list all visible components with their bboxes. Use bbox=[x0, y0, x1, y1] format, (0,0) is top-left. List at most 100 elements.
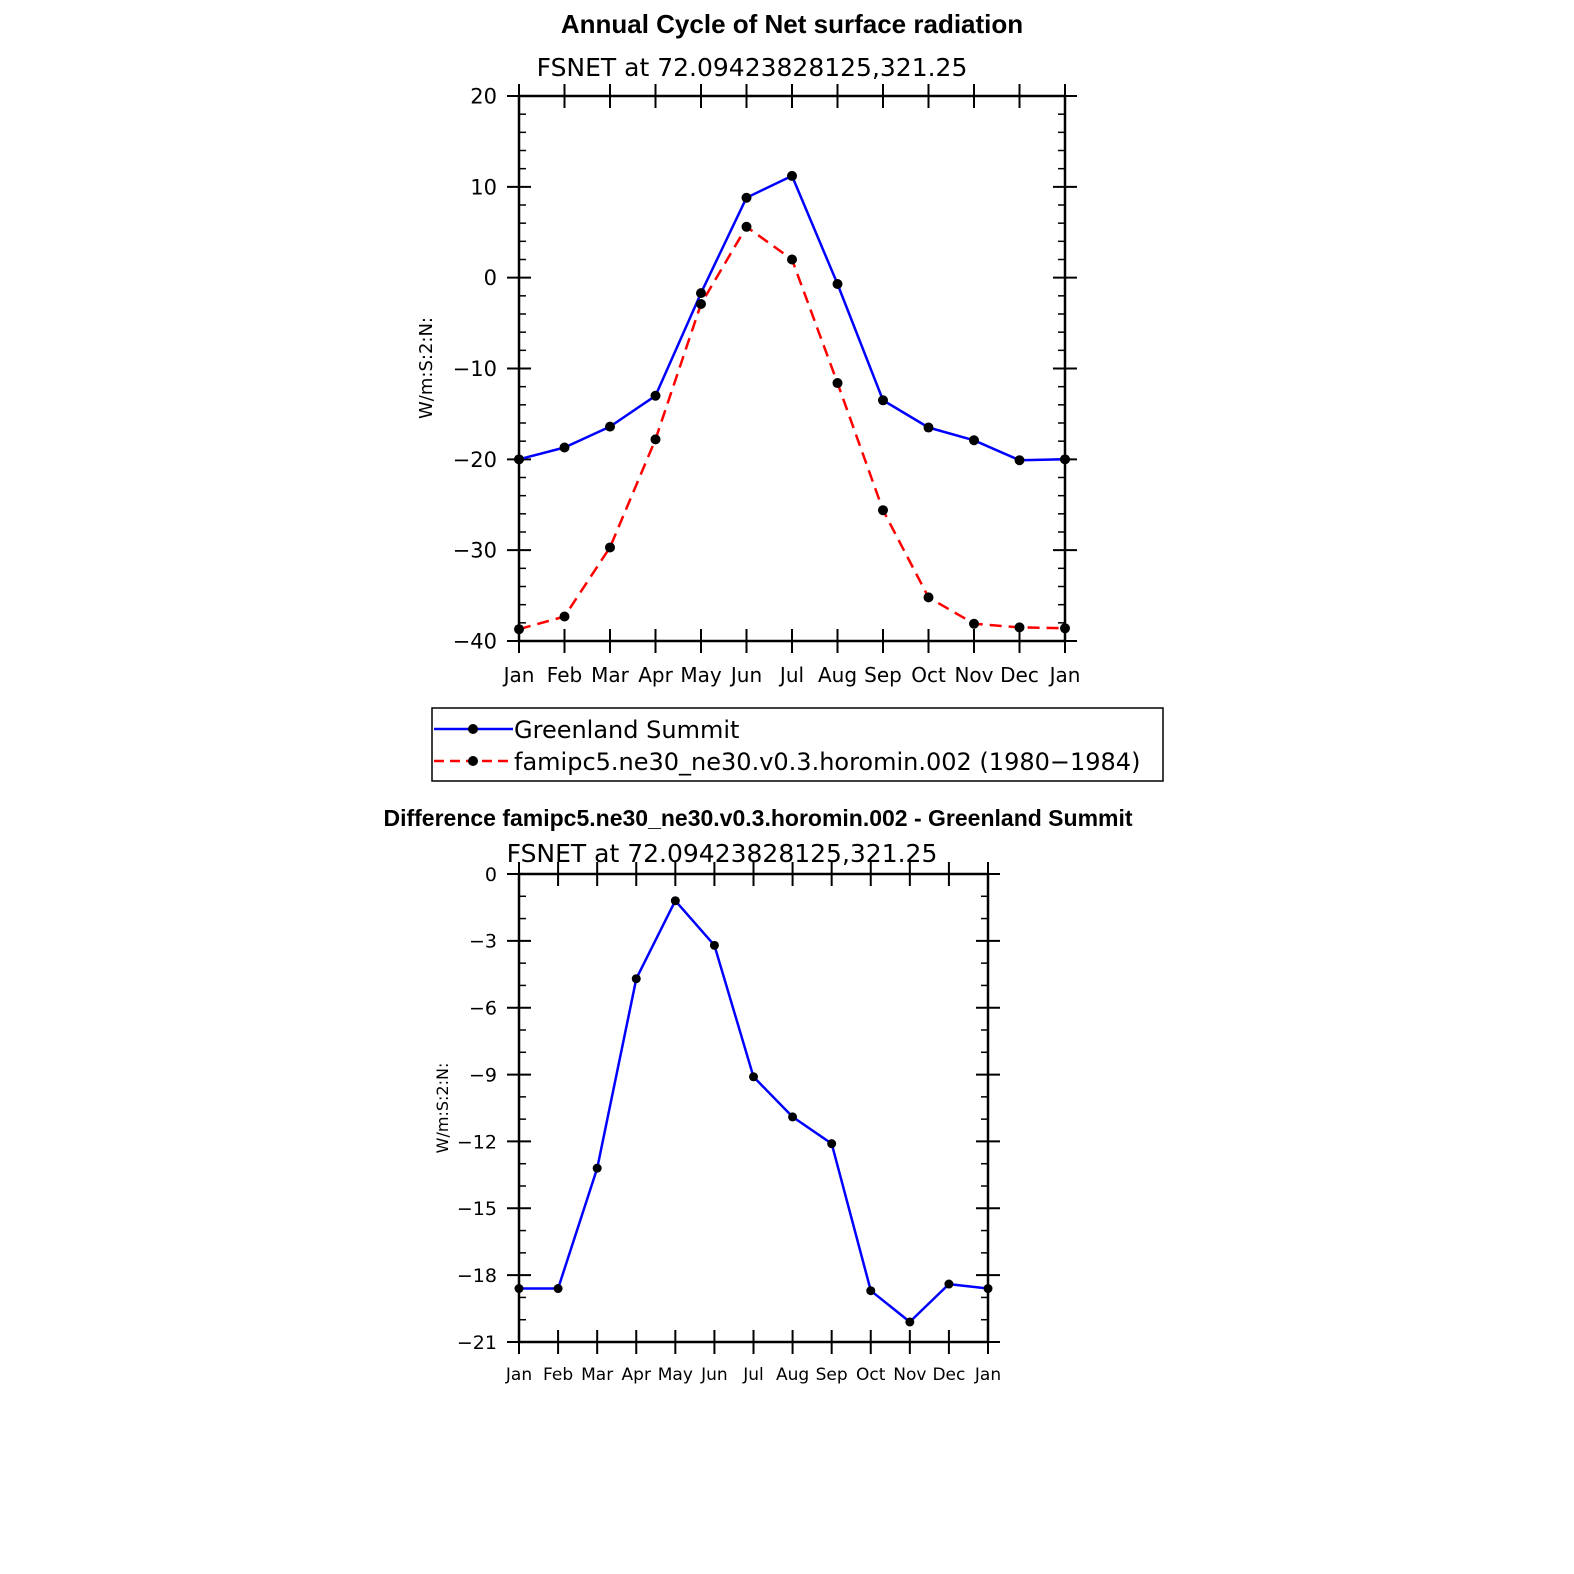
y-axis-label: W/m:S:2:N: bbox=[416, 317, 437, 419]
chart-subtitle: FSNET at 72.09423828125,321.25 bbox=[507, 839, 938, 868]
data-point bbox=[650, 390, 661, 401]
x-tick-label: Jan bbox=[1048, 663, 1081, 687]
x-tick-label: Mar bbox=[581, 1365, 613, 1385]
data-point bbox=[650, 434, 661, 445]
data-point bbox=[559, 611, 570, 622]
data-point bbox=[514, 624, 524, 635]
data-point bbox=[923, 592, 934, 603]
y-tick-label: −12 bbox=[457, 1131, 497, 1153]
annual-cycle-chart: Annual Cycle of Net surface radiation FS… bbox=[416, 9, 1164, 782]
x-tick-label: Mar bbox=[591, 663, 630, 687]
data-point bbox=[559, 442, 570, 453]
y-tick-label: −30 bbox=[453, 539, 497, 563]
data-point bbox=[878, 505, 888, 516]
chart-title: Difference famipc5.ne30_ne30.v0.3.horomi… bbox=[383, 805, 1132, 831]
x-tick-label: Oct bbox=[911, 663, 946, 687]
x-tick-label: Jul bbox=[778, 663, 804, 687]
data-point bbox=[741, 192, 752, 203]
y-tick-label: −20 bbox=[453, 448, 497, 472]
data-point bbox=[605, 542, 615, 553]
data-point bbox=[832, 279, 843, 290]
difference-chart: Difference famipc5.ne30_ne30.v0.3.horomi… bbox=[383, 805, 1132, 1385]
y-tick-label: 0 bbox=[485, 864, 497, 886]
x-tick-label: Jan bbox=[974, 1365, 1001, 1385]
x-tick-label: Dec bbox=[1000, 663, 1039, 687]
x-tick-label: Jun bbox=[700, 1365, 728, 1385]
x-tick-label: Jul bbox=[742, 1365, 764, 1385]
data-point bbox=[788, 1112, 798, 1122]
x-tick-label: Jan bbox=[505, 1365, 532, 1385]
x-tick-label: Apr bbox=[638, 663, 673, 687]
data-point bbox=[866, 1286, 876, 1296]
x-tick-label: Sep bbox=[864, 663, 902, 687]
data-point bbox=[696, 299, 706, 310]
x-tick-label: May bbox=[680, 663, 722, 687]
legend: Greenland Summit famipc5.ne30_ne30.v0.3.… bbox=[431, 707, 1164, 782]
y-tick-label: −9 bbox=[469, 1064, 497, 1086]
data-point bbox=[514, 1284, 524, 1294]
series-line bbox=[518, 174, 1066, 462]
y-tick-label: −6 bbox=[469, 998, 497, 1020]
x-tick-label: May bbox=[658, 1365, 693, 1385]
series-layer bbox=[514, 896, 993, 1327]
y-axis-label: W/m:S:2:N: bbox=[433, 1063, 452, 1154]
data-point bbox=[832, 378, 843, 389]
plot-frame bbox=[517, 872, 990, 1344]
data-point bbox=[741, 221, 752, 232]
data-point bbox=[969, 435, 979, 446]
axes-frame bbox=[517, 872, 990, 1344]
x-tick-label: Feb bbox=[543, 1365, 573, 1385]
y-tick-label: 10 bbox=[470, 175, 497, 199]
legend-label-model: famipc5.ne30_ne30.v0.3.horomin.002 (1980… bbox=[514, 748, 1140, 776]
y-tick-label: −3 bbox=[469, 931, 497, 953]
data-point bbox=[787, 254, 797, 265]
data-point bbox=[787, 170, 797, 181]
y-tick-label: −15 bbox=[457, 1198, 497, 1220]
legend-box bbox=[431, 707, 1164, 782]
y-tick-label: −10 bbox=[453, 357, 497, 381]
axis-ticks: −40 −30 −20 −10 0 10 20 Jan Feb Mar Apr May Jun Jul Au… bbox=[453, 84, 1081, 687]
data-point bbox=[631, 974, 641, 984]
chart-title: Annual Cycle of Net surface radiation bbox=[561, 9, 1023, 39]
x-tick-label: Nov bbox=[954, 663, 993, 687]
data-point bbox=[983, 1284, 993, 1294]
x-tick-label: Dec bbox=[932, 1365, 965, 1385]
legend-label-greenland: Greenland Summit bbox=[514, 716, 739, 744]
x-tick-label: Feb bbox=[547, 663, 582, 687]
data-point bbox=[749, 1072, 758, 1082]
x-tick-label: Sep bbox=[816, 1365, 848, 1385]
data-point bbox=[605, 421, 615, 432]
data-point bbox=[878, 395, 888, 406]
y-tick-label: −40 bbox=[453, 630, 497, 654]
x-tick-label: Aug bbox=[776, 1365, 809, 1385]
series-line bbox=[518, 225, 1066, 631]
y-tick-label: −21 bbox=[457, 1332, 497, 1354]
data-point bbox=[944, 1279, 954, 1289]
data-point bbox=[592, 1163, 602, 1173]
series-line bbox=[519, 899, 989, 1324]
series-layer bbox=[514, 170, 1070, 635]
x-tick-label: Aug bbox=[818, 663, 857, 687]
data-point bbox=[1060, 454, 1070, 465]
legend-marker-model bbox=[468, 756, 478, 766]
data-point bbox=[514, 454, 524, 465]
y-tick-label: 0 bbox=[484, 266, 497, 290]
x-tick-label: Oct bbox=[856, 1365, 886, 1385]
data-point bbox=[923, 422, 934, 433]
data-point bbox=[1014, 455, 1025, 466]
data-point bbox=[969, 618, 979, 629]
legend-marker-greenland bbox=[468, 724, 478, 734]
y-tick-label: 20 bbox=[470, 85, 497, 109]
data-point bbox=[670, 896, 680, 906]
data-point bbox=[1014, 622, 1025, 633]
axis-ticks: −21 −18 −15 −12 −9 −6 −3 0 Jan Feb Mar Apr May Jun Jul… bbox=[457, 862, 1001, 1385]
data-point bbox=[827, 1139, 837, 1149]
data-point bbox=[905, 1317, 915, 1327]
data-point bbox=[553, 1284, 563, 1294]
y-tick-label: −18 bbox=[457, 1265, 497, 1287]
data-point bbox=[696, 288, 706, 299]
data-point bbox=[1060, 623, 1070, 634]
x-tick-label: Apr bbox=[622, 1365, 651, 1385]
chart-subtitle: FSNET at 72.09423828125,321.25 bbox=[537, 53, 968, 82]
